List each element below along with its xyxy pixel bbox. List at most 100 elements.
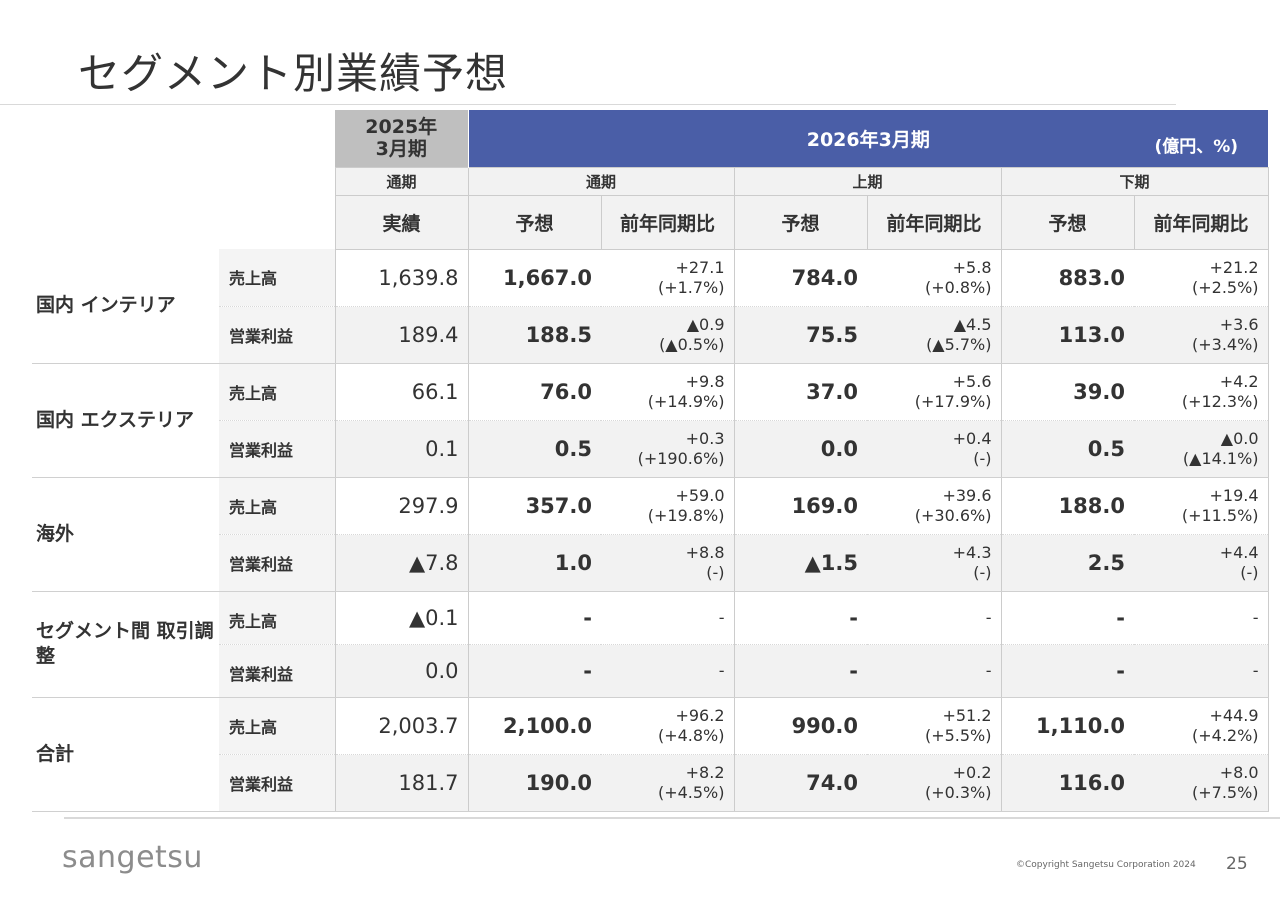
h2-forecast-value: -: [1001, 644, 1134, 698]
yoy-percent: (+17.9%): [914, 391, 992, 411]
actual-value: 0.1: [334, 420, 469, 478]
yoy-change: ▲0.9: [686, 314, 725, 334]
yoy-change: ▲4.5: [953, 314, 992, 334]
full-forecast-value: 0.5: [468, 420, 601, 478]
h1-yoy-value: +5.8 (+0.8%): [867, 249, 1002, 307]
yoy-percent: (+4.2%): [1192, 725, 1259, 745]
full-yoy-value: +0.3 (+190.6%): [601, 420, 735, 478]
yoy-percent: (+5.5%): [924, 725, 992, 745]
yoy-change: +8.2: [685, 762, 725, 782]
actual-value: ▲0.1: [334, 591, 469, 645]
yoy-change: +5.8: [952, 257, 992, 277]
actual-value: 189.4: [334, 306, 469, 364]
actual-value: 1,639.8: [334, 249, 469, 307]
h1-yoy-value: -: [867, 591, 1002, 645]
yoy-percent: (+11.5%): [1181, 505, 1259, 525]
header-col-forecast: 予想: [1000, 194, 1135, 250]
header-col-actual: 実績: [334, 194, 469, 250]
actual-value: 181.7: [334, 754, 469, 812]
header-blank: [32, 195, 335, 249]
full-forecast-value: 190.0: [468, 754, 601, 812]
yoy-change: +5.6: [952, 371, 992, 391]
yoy-percent: (+12.3%): [1181, 391, 1259, 411]
table-row: 営業利益 ▲7.8 1.0 +8.8 (-) ▲1.5 +4.3 (-) 2.5 +4.4 (-): [32, 534, 1269, 592]
h1-forecast-value: 75.5: [734, 306, 867, 364]
yoy-change: +0.3: [685, 428, 725, 448]
yoy-percent: (+1.7%): [657, 277, 725, 297]
h2-forecast-value: 0.5: [1001, 420, 1134, 478]
h2-forecast-value: -: [1001, 591, 1134, 645]
actual-value: 66.1: [334, 363, 469, 421]
yoy-change: +3.6: [1219, 314, 1259, 334]
full-forecast-value: -: [468, 644, 601, 698]
actual-value: 2,003.7: [334, 697, 469, 755]
metric-label: 営業利益: [219, 420, 335, 478]
full-forecast-value: 357.0: [468, 477, 601, 535]
yoy-percent: (▲14.1%): [1182, 448, 1259, 468]
full-yoy-value: +27.1 (+1.7%): [601, 249, 735, 307]
yoy-percent: (+30.6%): [914, 505, 992, 525]
yoy-percent: (+4.8%): [657, 725, 725, 745]
h1-forecast-value: ▲1.5: [734, 534, 867, 592]
yoy-change: +96.2: [675, 705, 725, 725]
h2-yoy-value: ▲0.0 (▲14.1%): [1134, 420, 1269, 478]
h1-yoy-value: +0.4 (-): [867, 420, 1002, 478]
yoy-change: -: [985, 607, 992, 627]
yoy-percent: (▲0.5%): [659, 334, 725, 354]
header-period-first-half: 上期: [733, 166, 1002, 196]
yoy-change: +9.8: [685, 371, 725, 391]
h2-yoy-value: +19.4 (+11.5%): [1134, 477, 1269, 535]
full-yoy-value: -: [601, 591, 735, 645]
header-blank: [32, 167, 335, 195]
header-fiscal-year: 2026年3月期 (億円、%): [468, 110, 1269, 167]
table-row: 合計 売上高 2,003.7 2,100.0 +96.2 (+4.8%) 990.0 +51.…: [32, 697, 1269, 812]
h1-forecast-value: 990.0: [734, 697, 867, 755]
h1-yoy-value: ▲4.5 (▲5.7%): [867, 306, 1002, 364]
h2-yoy-value: +8.0 (+7.5%): [1134, 754, 1269, 812]
table-row: 国内 インテリア 売上高 1,639.8 1,667.0 +27.1 (+1.7%) 784…: [32, 249, 1269, 364]
header-period-prev-full: 通期: [334, 166, 469, 196]
h1-forecast-value: 74.0: [734, 754, 867, 812]
yoy-percent: (+190.6%): [637, 448, 725, 468]
yoy-change: +8.0: [1219, 762, 1259, 782]
header-fiscal-year-label: 2026年3月期: [806, 128, 930, 151]
yoy-percent: (+0.3%): [924, 782, 992, 802]
h2-forecast-value: 116.0: [1001, 754, 1134, 812]
h1-yoy-value: +0.2 (+0.3%): [867, 754, 1002, 812]
yoy-percent: (+4.5%): [657, 782, 725, 802]
sangetsu-logo: sangetsu: [62, 840, 203, 875]
yoy-percent: (-): [973, 562, 992, 582]
segment-name: 国内 エクステリア: [32, 363, 219, 478]
h2-yoy-value: +4.2 (+12.3%): [1134, 363, 1269, 421]
table-row: セグメント間 取引調整 売上高 ▲0.1- - - - - -: [32, 591, 1269, 698]
h2-yoy-value: +3.6 (+3.4%): [1134, 306, 1269, 364]
yoy-percent: (-): [706, 562, 725, 582]
yoy-change: -: [1252, 607, 1259, 627]
h2-yoy-value: +44.9 (+4.2%): [1134, 697, 1269, 755]
header-col-yoy: 前年同期比: [600, 194, 735, 250]
yoy-percent: (+2.5%): [1192, 277, 1259, 297]
actual-value: ▲7.8: [334, 534, 469, 592]
copyright-text: ©Copyright Sangetsu Corporation 2024: [1016, 860, 1196, 870]
segment-forecast-table: 2025年 3月期 2026年3月期 (億円、%) 通期 通期 上期 下期 実績…: [32, 110, 1269, 812]
h1-forecast-value: -: [734, 591, 867, 645]
h1-forecast-value: -: [734, 644, 867, 698]
metric-label: 売上高: [219, 249, 335, 307]
header-col-forecast: 予想: [733, 194, 868, 250]
table-body: 国内 インテリア 売上高 1,639.8 1,667.0 +27.1 (+1.7%) 784…: [32, 249, 1269, 812]
yoy-change: -: [718, 660, 725, 680]
yoy-change: +0.4: [952, 428, 992, 448]
header-period-second-half: 下期: [1000, 166, 1269, 196]
full-forecast-value: 1,667.0: [468, 249, 601, 307]
h2-forecast-value: 113.0: [1001, 306, 1134, 364]
header-unit: (億円、%): [1154, 137, 1239, 157]
h1-yoy-value: +39.6 (+30.6%): [867, 477, 1002, 535]
full-yoy-value: +59.0 (+19.8%): [601, 477, 735, 535]
segment-name: セグメント間 取引調整: [32, 591, 219, 698]
yoy-change: +59.0: [675, 485, 725, 505]
header-blank: [32, 110, 335, 167]
h2-forecast-value: 39.0: [1001, 363, 1134, 421]
full-yoy-value: -: [601, 644, 735, 698]
title-divider: [0, 104, 1176, 105]
yoy-percent: (+7.5%): [1192, 782, 1259, 802]
